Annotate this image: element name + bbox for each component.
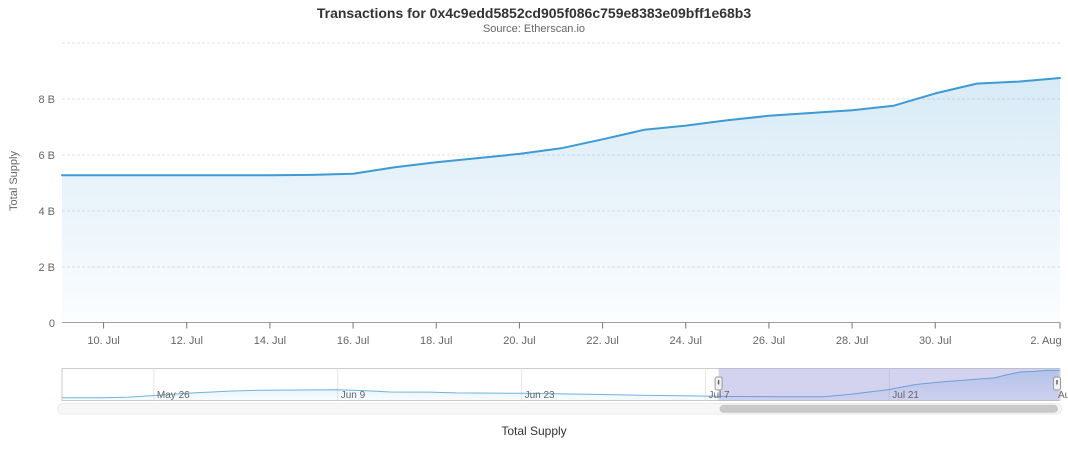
y-tick-label: 2 B [38, 262, 55, 274]
navigator-selected-range[interactable] [718, 368, 1059, 401]
y-tick-label: 8 B [38, 94, 55, 106]
navigator-area [62, 370, 1060, 401]
x-tick-label: 24. Jul [670, 335, 702, 347]
x-tick-label: 16. Jul [337, 335, 369, 347]
navigator-label: Jul 7 [708, 390, 730, 401]
navigator-line [62, 369, 1060, 399]
scrollbar-thumb[interactable] [719, 404, 1058, 413]
x-tick-label: 10. Jul [87, 335, 119, 347]
chart-subtitle: Source: Etherscan.io [482, 23, 586, 35]
navigator-label: Au [1058, 390, 1068, 401]
x-tick-label: 14. Jul [254, 335, 286, 347]
x-tick-label: 20. Jul [503, 335, 535, 347]
legend: Total Supply [0, 422, 1068, 440]
x-tick-label: 28. Jul [836, 335, 868, 347]
x-tick-label: 12. Jul [171, 335, 203, 347]
navigator-label: May 26 [157, 390, 190, 401]
plot-area[interactable] [62, 43, 1060, 323]
series-line-total-supply[interactable] [61, 77, 1061, 177]
y-tick-label: 6 B [38, 150, 55, 162]
x-tick-label: 26. Jul [753, 335, 785, 347]
x-tick-label: 18. Jul [420, 335, 452, 347]
x-tick-label: 30. Jul [919, 335, 951, 347]
legend-item-total-supply[interactable]: Total Supply [501, 424, 567, 438]
navigator-label: Jun 9 [341, 390, 366, 401]
x-tick-label: 22. Jul [586, 335, 618, 347]
y-tick-label: 0 [49, 318, 55, 330]
navigator-label: Jun 23 [525, 390, 555, 401]
series-area [62, 78, 1060, 323]
y-tick-label: 4 B [38, 206, 55, 218]
chart-title: Transactions for 0x4c9edd5852cd905f086c7… [316, 5, 752, 21]
x-tick-label: 2. Aug [1030, 335, 1061, 347]
navigator-label: Jul 21 [892, 390, 919, 401]
